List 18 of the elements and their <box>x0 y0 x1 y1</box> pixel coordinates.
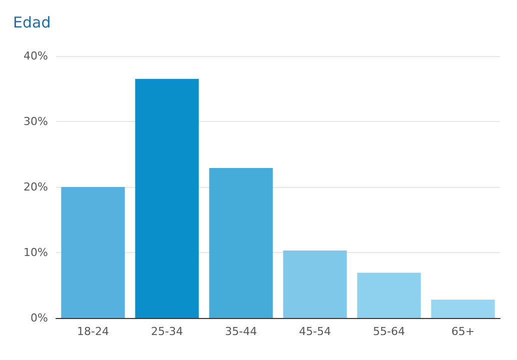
y-tick-label: 40% <box>24 50 48 62</box>
bar <box>357 272 421 318</box>
chart-title: Edad <box>13 14 51 32</box>
x-tick-label: 18-24 <box>77 325 109 338</box>
x-tick-label: 55-64 <box>373 325 405 338</box>
bar <box>209 168 273 318</box>
bar <box>61 187 125 318</box>
x-tick-label: 35-44 <box>225 325 257 338</box>
bar <box>135 78 199 318</box>
x-tick-label: 25-34 <box>151 325 183 338</box>
x-tick-label: 45-54 <box>299 325 331 338</box>
bar <box>431 300 495 318</box>
y-tick-label: 20% <box>24 180 48 194</box>
y-tick-label: 30% <box>24 115 48 128</box>
y-tick-label: 10% <box>24 246 48 259</box>
bar <box>283 250 347 318</box>
x-tick-label: 65+ <box>451 325 475 338</box>
y-tick-label: 0% <box>30 312 48 324</box>
